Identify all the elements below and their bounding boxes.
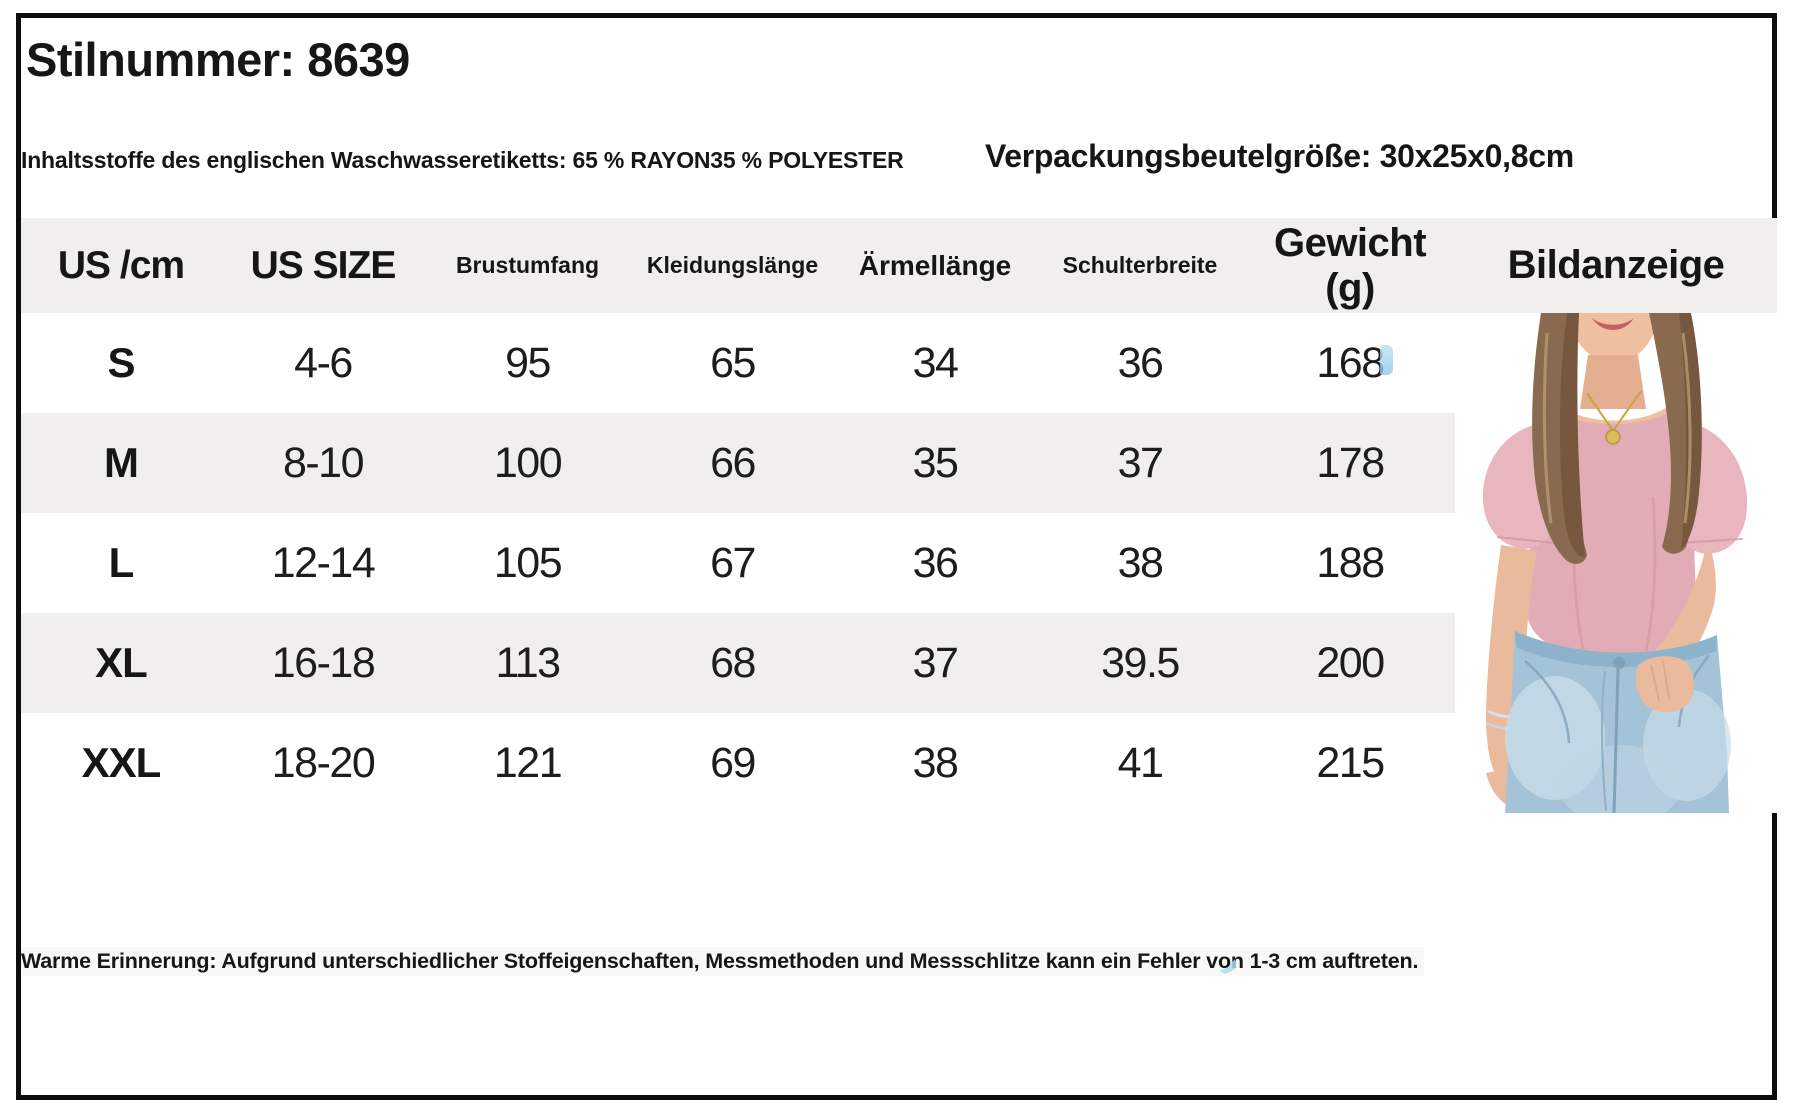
fabric-content-line: Inhaltsstoffe des englischen Waschwasser… (21, 147, 904, 173)
bust-value: 95 (505, 338, 551, 387)
bust-value: 121 (493, 738, 563, 787)
weight-value: 215 (1316, 738, 1385, 787)
us-size-value: 8-10 (282, 438, 365, 487)
watermark-artifact-icon (1380, 345, 1393, 375)
us-size-value: 4-6 (294, 338, 353, 387)
table-row-s: S 4-6 95 65 34 36 168 (21, 313, 1777, 413)
page-title: Stilnummer: 8639 (26, 33, 410, 86)
size-label: S (107, 339, 135, 386)
table-row-xxl: XXL 18-20 121 69 38 41 215 (21, 713, 1777, 813)
us-size-value: 12-14 (271, 538, 376, 587)
us-size-value: 16-18 (271, 638, 376, 687)
column-header-weight: Gewicht (g) (1273, 220, 1427, 310)
weight-value: 200 (1316, 638, 1385, 687)
weight-value: 188 (1316, 538, 1385, 587)
bust-value: 113 (495, 638, 561, 687)
shoulder-value: 37 (1117, 438, 1164, 487)
bust-value: 100 (493, 438, 563, 487)
column-header-us-size: US SIZE (250, 243, 397, 287)
length-value: 68 (710, 638, 756, 687)
size-label: XL (95, 639, 148, 686)
length-value: 66 (710, 438, 756, 487)
length-value: 65 (710, 338, 756, 387)
column-header-shoulder: Schulterbreite (1062, 252, 1218, 278)
column-header-sleeve: Ärmellänge (858, 249, 1012, 281)
sleeve-value: 37 (912, 638, 959, 687)
shoulder-value: 38 (1117, 538, 1164, 587)
warm-reminder-note: Warme Erinnerung: Aufgrund unterschiedli… (21, 947, 1425, 976)
weight-value: 168 (1316, 338, 1385, 387)
size-label: XXL (81, 739, 162, 786)
length-value: 67 (710, 538, 756, 587)
column-header-length: Kleidungslänge (646, 252, 819, 278)
model-photo (1455, 313, 1777, 825)
shoulder-value: 41 (1117, 738, 1164, 787)
package-size-line: Verpackungsbeutelgröße: 30x25x0,8cm (985, 138, 1574, 174)
size-label: L (108, 539, 135, 586)
table-row-l: L 12-14 105 67 36 38 188 (21, 513, 1777, 613)
column-header-us-cm: US /cm (57, 243, 185, 287)
sleeve-value: 36 (912, 538, 959, 587)
sleeve-value: 34 (912, 338, 959, 387)
size-label: M (104, 439, 139, 486)
shoulder-value: 39.5 (1101, 638, 1180, 687)
bust-value: 105 (493, 538, 563, 587)
column-header-image: Bildanzeige (1507, 243, 1725, 287)
sleeve-value: 38 (912, 738, 959, 787)
table-header-row: US /cm US SIZE Brustumfang Kleidungsläng… (21, 218, 1777, 313)
us-size-value: 18-20 (271, 738, 376, 787)
shoulder-value: 36 (1117, 338, 1164, 387)
sleeve-value: 35 (912, 438, 959, 487)
column-header-bust: Brustumfang (455, 252, 600, 278)
length-value: 69 (710, 738, 756, 787)
weight-value: 178 (1316, 438, 1385, 487)
